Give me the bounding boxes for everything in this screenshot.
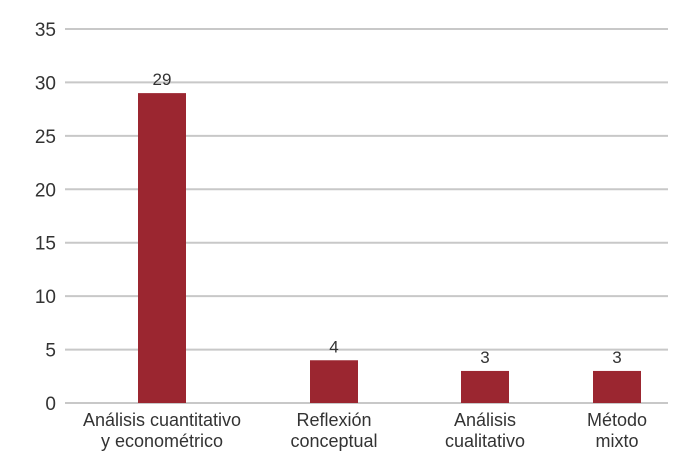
y-tick-label: 30 (35, 73, 56, 94)
bar (593, 370, 641, 403)
y-tick-label: 25 (35, 127, 56, 148)
x-tick-label-line: Método (587, 410, 647, 430)
bar (310, 360, 358, 403)
x-tick-label: Análisis cuantitativo y econométrico (83, 410, 241, 451)
y-tick-label: 10 (35, 287, 56, 308)
x-tick-label-line: Reflexión (296, 410, 371, 430)
y-tick-label: 5 (45, 341, 56, 362)
x-tick-label-line: y econométrico (101, 431, 223, 451)
bars (138, 93, 641, 403)
data-label: 29 (153, 70, 172, 89)
x-tick-label: Método mixto (587, 410, 647, 451)
x-tick-label-line: Análisis cuantitativo (83, 410, 241, 430)
x-tick-label: Reflexión conceptual (290, 410, 377, 451)
x-tick-label: Análisis cualitativo (445, 410, 525, 451)
data-label: 3 (480, 348, 489, 367)
data-labels: 29 4 3 3 (153, 70, 622, 367)
x-tick-label-line: cualitativo (445, 431, 525, 451)
y-axis-ticks: 0 5 10 15 20 25 30 35 (35, 20, 56, 415)
data-label: 3 (612, 348, 621, 367)
y-tick-label: 35 (35, 20, 56, 41)
x-axis-categories: Análisis cuantitativo y econométrico Refle… (83, 410, 647, 451)
data-label: 4 (329, 337, 338, 356)
x-tick-label-line: conceptual (290, 431, 377, 451)
y-tick-label: 0 (45, 394, 56, 415)
bar (461, 370, 509, 403)
bar (138, 93, 186, 403)
x-tick-label-line: Análisis (454, 410, 516, 430)
x-tick-label-line: mixto (595, 431, 638, 451)
y-tick-label: 20 (35, 180, 56, 201)
y-tick-label: 15 (35, 234, 56, 255)
